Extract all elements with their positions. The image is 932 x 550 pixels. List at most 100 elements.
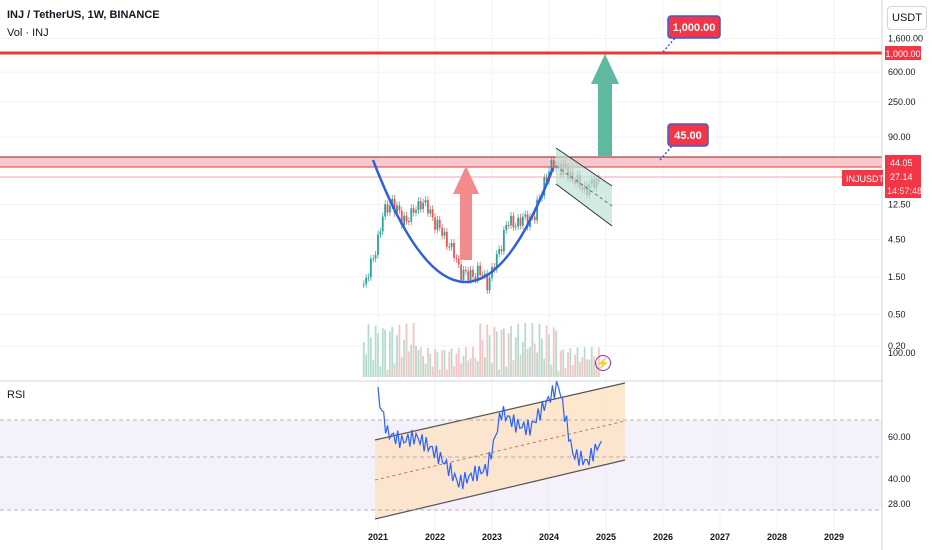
candle-body (460, 264, 463, 280)
rsi-channel-mid (374, 420, 626, 481)
rsi-tick-label: 100.00 (888, 348, 916, 358)
volume-bar (514, 337, 517, 377)
candle-body (436, 219, 439, 230)
candle-body (502, 230, 505, 252)
currency-selector[interactable]: USDT (887, 6, 927, 30)
volume-bar (552, 327, 555, 377)
volume-bar (500, 329, 503, 377)
volume-bar (569, 348, 572, 377)
volume-bar (417, 349, 420, 377)
candle-body (438, 219, 441, 228)
candle-body (472, 269, 474, 277)
resistance-price-text: 44.05 (890, 158, 913, 168)
volume-bar (590, 347, 593, 377)
price-tick-label: 0.50 (888, 310, 906, 320)
volume-bar (474, 357, 477, 377)
volume-bar (495, 331, 498, 377)
candle-body (457, 259, 460, 265)
volume-bar (538, 323, 541, 377)
volume-bar (462, 355, 465, 377)
countdown-text: 14:57:48 (887, 186, 922, 196)
candle-body (403, 215, 406, 226)
volume-bar (391, 326, 394, 377)
volume-bar (426, 347, 429, 377)
symbol-label: INJUSDT (846, 174, 885, 184)
candle-body (388, 205, 391, 213)
volume-bar (559, 350, 562, 377)
volume-bar (455, 353, 458, 377)
price-tick-label: 250.00 (888, 97, 916, 107)
volume-bar (384, 329, 387, 377)
candle-body (495, 254, 498, 270)
candle-body (521, 216, 524, 226)
price-tick-label: 1.50 (888, 272, 906, 282)
time-tick-label: 2025 (596, 532, 616, 542)
candle-body (431, 209, 434, 218)
candle-body (486, 273, 489, 291)
price-axis[interactable] (882, 0, 932, 550)
candle-body (514, 226, 517, 228)
volume-bar (400, 357, 403, 377)
candle-body (450, 243, 453, 248)
candle-body (510, 215, 512, 226)
rsi-channel-bottom (374, 459, 626, 520)
candle-body (369, 258, 372, 278)
volume-bar (460, 363, 463, 377)
rsi-axis-ticks: 100.00 60.00 40.00 28.00 (888, 348, 916, 509)
candle-body (384, 204, 387, 217)
volume-bar (562, 349, 565, 377)
callout-target[interactable]: 1,000.00 (662, 15, 721, 53)
volume-bar (555, 330, 558, 377)
lightning-bolt-icon[interactable]: ⚡ (595, 355, 611, 371)
time-tick-label: 2026 (653, 532, 673, 542)
candle-body (469, 269, 472, 281)
volume-bar (436, 351, 439, 377)
target-price-badge: 1,000.00 (885, 46, 921, 60)
volume-bar (450, 348, 453, 377)
volume-bar (498, 369, 501, 377)
volume-bar (443, 349, 446, 377)
candle-body (500, 249, 503, 252)
symbol-title[interactable]: INJ / TetherUS, 1W, BINANCE (7, 9, 160, 21)
volume-bar (381, 328, 384, 377)
volume-bar (564, 368, 567, 377)
volume-bar (429, 353, 432, 377)
volume-bar (396, 335, 398, 377)
volume-bar (365, 354, 368, 377)
volume-bar (517, 324, 520, 377)
volume-bar (374, 325, 377, 377)
volume-bar (457, 347, 460, 377)
candle-body (400, 210, 403, 226)
volume-indicator-label[interactable]: Vol · INJ (7, 27, 49, 39)
candle-body (524, 214, 527, 217)
time-axis-ticks: 2021 2022 2023 2024 2025 2026 2027 2028 2029 (368, 532, 844, 542)
price-tick-label: 90.00 (888, 132, 911, 142)
volume-bar (438, 369, 441, 377)
volume-bar (410, 344, 413, 377)
volume-bar (445, 369, 448, 377)
volume-bar (493, 326, 496, 377)
volume-bar (588, 359, 591, 377)
time-tick-label: 2021 (368, 532, 388, 542)
callout-resistance[interactable]: 45.00 (659, 123, 709, 161)
rsi-tick-label: 40.00 (888, 474, 911, 484)
candle-body (464, 269, 467, 272)
time-tick-label: 2022 (425, 532, 445, 542)
flag-channel-bottom (555, 183, 613, 227)
volume-bar (398, 324, 401, 377)
volume-bar (464, 347, 467, 377)
candle-body (379, 231, 382, 235)
volume-bar (362, 341, 365, 377)
candle-body (536, 199, 539, 221)
candle-body (507, 224, 510, 226)
candle-body (407, 221, 410, 223)
candle-body (455, 257, 458, 260)
rsi-indicator-label[interactable]: RSI (7, 389, 26, 401)
rsi-line (377, 381, 602, 490)
candle-body (422, 202, 425, 210)
flag-channel-top (555, 147, 613, 187)
volume-bar (491, 363, 493, 377)
volume-bar (424, 363, 427, 377)
candle-body (365, 277, 368, 285)
